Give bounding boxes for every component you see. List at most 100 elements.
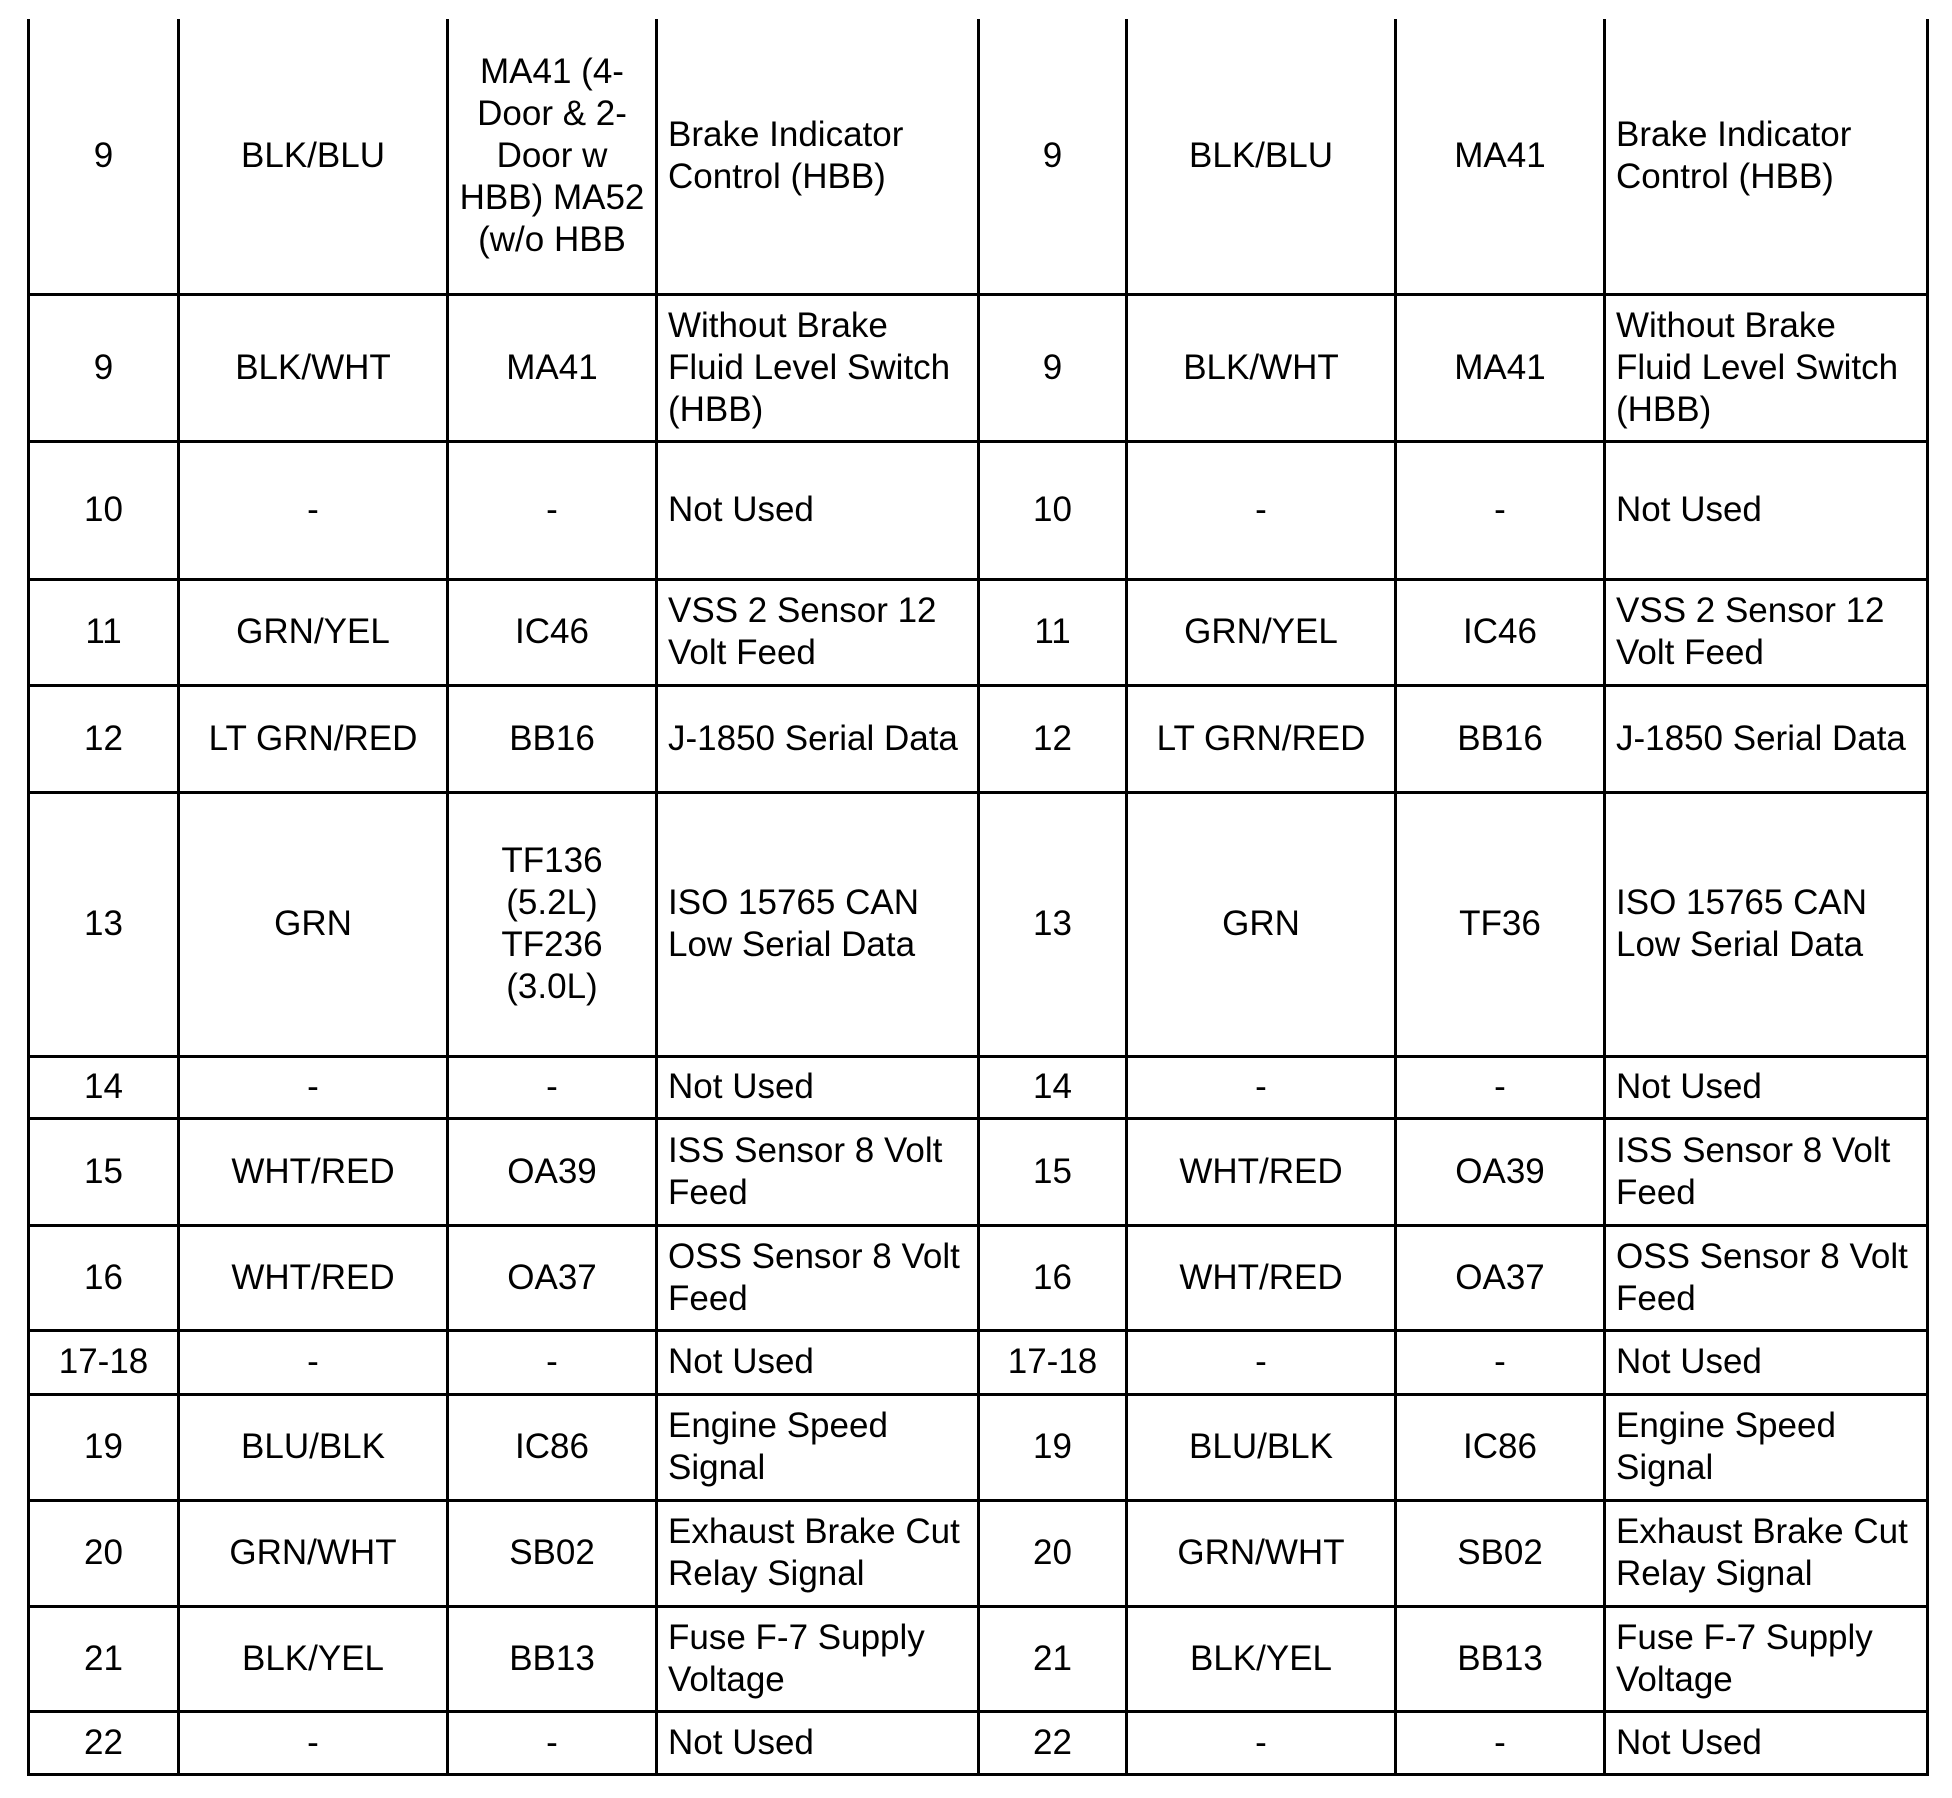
function-cell: Fuse F-7 Supply Voltage [655, 1604, 980, 1713]
pin-cell: 19 [977, 1392, 1128, 1502]
table-row: 15 WHT/RED OA39 ISS Sensor 8 Volt Feed 15 WHT… [27, 1116, 1929, 1227]
pin-cell: 20 [27, 1498, 180, 1608]
circuit-cell: IC46 [446, 577, 658, 687]
function-cell: Fuse F-7 Supply Voltage [1603, 1604, 1929, 1713]
circuit-cell: MA41 [446, 292, 658, 443]
circuit-cell: OA37 [1394, 1223, 1606, 1332]
table-row: 9 BLK/BLU MA41 (4-Door & 2-Door w HBB) MA5… [27, 19, 1929, 296]
pin-cell: 21 [977, 1604, 1128, 1713]
function-cell: Brake Indicator Control (HBB) [1603, 19, 1929, 296]
circuit-cell: OA39 [1394, 1116, 1606, 1227]
circuit-cell: IC86 [1394, 1392, 1606, 1502]
pin-cell: 9 [27, 292, 180, 443]
pin-cell: 9 [27, 19, 180, 296]
pin-cell: 17-18 [27, 1328, 180, 1396]
circuit-cell: MA41 (4-Door & 2-Door w HBB) MA52 (w/o H… [446, 19, 658, 296]
table-row: 21 BLK/YEL BB13 Fuse F-7 Supply Voltage 21 BL… [27, 1604, 1929, 1713]
circuit-cell: IC86 [446, 1392, 658, 1502]
wire-color-cell: - [1125, 1054, 1397, 1120]
function-cell: Not Used [655, 1709, 980, 1776]
pin-cell: 10 [977, 439, 1128, 581]
circuit-cell: MA41 [1394, 19, 1606, 296]
wire-color-cell: WHT/RED [1125, 1223, 1397, 1332]
circuit-cell: - [446, 1054, 658, 1120]
circuit-cell: IC46 [1394, 577, 1606, 687]
function-cell: Exhaust Brake Cut Relay Signal [1603, 1498, 1929, 1608]
function-cell: ISS Sensor 8 Volt Feed [655, 1116, 980, 1227]
function-cell: OSS Sensor 8 Volt Feed [1603, 1223, 1929, 1332]
circuit-cell: TF36 [1394, 790, 1606, 1058]
circuit-cell: - [446, 439, 658, 581]
circuit-cell: SB02 [446, 1498, 658, 1608]
wire-color-cell: GRN/YEL [1125, 577, 1397, 687]
function-cell: Without Brake Fluid Level Switch (HBB) [655, 292, 980, 443]
function-cell: Not Used [1603, 1054, 1929, 1120]
function-cell: Not Used [1603, 1709, 1929, 1776]
wire-color-cell: WHT/RED [177, 1223, 449, 1332]
function-cell: Exhaust Brake Cut Relay Signal [655, 1498, 980, 1608]
wire-color-cell: GRN/WHT [177, 1498, 449, 1608]
pin-cell: 9 [977, 19, 1128, 296]
wire-color-cell: - [177, 439, 449, 581]
circuit-cell: - [1394, 1328, 1606, 1396]
connector-pinout-table: 9 BLK/BLU MA41 (4-Door & 2-Door w HBB) MA5… [27, 19, 1929, 1776]
wire-color-cell: - [177, 1328, 449, 1396]
table-row: 22- - Not Used 22- - Not Used [27, 1709, 1929, 1776]
table-row: 20 GRN/WHT SB02 Exhaust Brake Cut Relay Sig… [27, 1498, 1929, 1608]
wire-color-cell: - [177, 1709, 449, 1776]
wire-color-cell: WHT/RED [1125, 1116, 1397, 1227]
pin-cell: 14 [27, 1054, 180, 1120]
pin-cell: 9 [977, 292, 1128, 443]
circuit-cell: OA37 [446, 1223, 658, 1332]
wire-color-cell: - [1125, 1328, 1397, 1396]
function-cell: Not Used [655, 1054, 980, 1120]
pin-cell: 19 [27, 1392, 180, 1502]
pin-cell: 12 [977, 683, 1128, 794]
function-cell: Not Used [1603, 1328, 1929, 1396]
pin-cell: 11 [977, 577, 1128, 687]
pin-cell: 22 [977, 1709, 1128, 1776]
wire-color-cell: WHT/RED [177, 1116, 449, 1227]
circuit-cell: - [1394, 1054, 1606, 1120]
circuit-cell: - [446, 1709, 658, 1776]
wire-color-cell: LT GRN/RED [177, 683, 449, 794]
pin-cell: 12 [27, 683, 180, 794]
table-row: 12 LT GRN/RED BB16 J-1850 Serial Data 12 LT G… [27, 683, 1929, 794]
function-cell: ISS Sensor 8 Volt Feed [1603, 1116, 1929, 1227]
wire-color-cell: - [1125, 439, 1397, 581]
wire-color-cell: GRN/YEL [177, 577, 449, 687]
wire-color-cell: - [1125, 1709, 1397, 1776]
circuit-cell: BB16 [446, 683, 658, 794]
function-cell: Brake Indicator Control (HBB) [655, 19, 980, 296]
pin-cell: 15 [27, 1116, 180, 1227]
function-cell: VSS 2 Sensor 12 Volt Feed [1603, 577, 1929, 687]
function-cell: OSS Sensor 8 Volt Feed [655, 1223, 980, 1332]
wire-color-cell: GRN [1125, 790, 1397, 1058]
pin-cell: 10 [27, 439, 180, 581]
function-cell: ISO 15765 CAN Low Serial Data [655, 790, 980, 1058]
wire-color-cell: BLK/YEL [177, 1604, 449, 1713]
function-cell: ISO 15765 CAN Low Serial Data [1603, 790, 1929, 1058]
circuit-cell: BB13 [446, 1604, 658, 1713]
pin-cell: 16 [27, 1223, 180, 1332]
wire-color-cell: BLK/BLU [177, 19, 449, 296]
circuit-cell: MA41 [1394, 292, 1606, 443]
table-row: 10- - Not Used 10- - Not Used [27, 439, 1929, 581]
wire-color-cell: BLK/BLU [1125, 19, 1397, 296]
pin-cell: 22 [27, 1709, 180, 1776]
table-row: 11 GRN/YEL IC46 VSS 2 Sensor 12 Volt Feed 11… [27, 577, 1929, 687]
circuit-cell: - [446, 1328, 658, 1396]
wire-color-cell: BLU/BLK [1125, 1392, 1397, 1502]
table-row: 16 WHT/RED OA37 OSS Sensor 8 Volt Feed 16 WHT… [27, 1223, 1929, 1332]
wire-color-cell: BLU/BLK [177, 1392, 449, 1502]
pin-cell: 16 [977, 1223, 1128, 1332]
pin-cell: 13 [27, 790, 180, 1058]
circuit-cell: OA39 [446, 1116, 658, 1227]
function-cell: Without Brake Fluid Level Switch (HBB) [1603, 292, 1929, 443]
pin-cell: 21 [27, 1604, 180, 1713]
function-cell: J-1850 Serial Data [655, 683, 980, 794]
circuit-cell: SB02 [1394, 1498, 1606, 1608]
function-cell: VSS 2 Sensor 12 Volt Feed [655, 577, 980, 687]
table-row: 14- - Not Used 14- - Not Used [27, 1054, 1929, 1120]
function-cell: Not Used [1603, 439, 1929, 581]
